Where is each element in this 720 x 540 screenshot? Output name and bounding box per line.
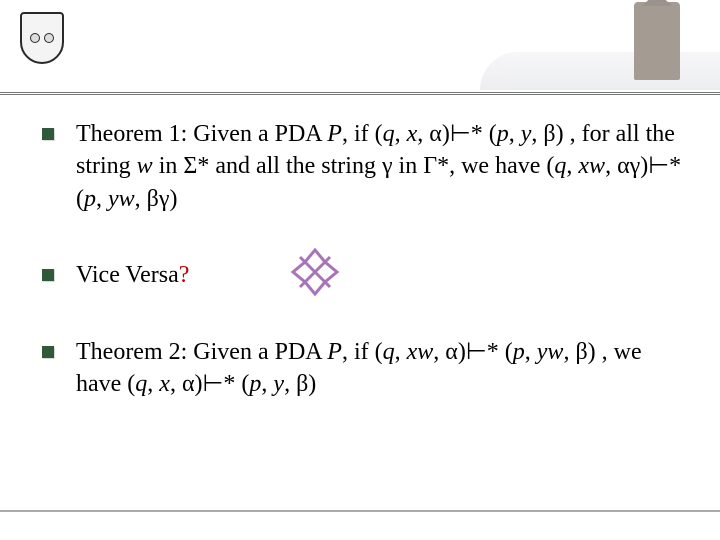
slide-body: Theorem 1: Given a PDA P, if (q, x, α)⊢*… xyxy=(0,118,720,444)
square-bullet-icon xyxy=(42,128,54,140)
footer-rule xyxy=(0,510,720,512)
bullet-theorem1: Theorem 1: Given a PDA P, if (q, x, α)⊢*… xyxy=(42,118,686,215)
slide-header xyxy=(0,0,720,95)
bullet-vice-versa: Vice Versa? xyxy=(42,259,686,291)
square-bullet-icon xyxy=(42,269,54,281)
header-photo xyxy=(480,0,720,90)
bullet-theorem2: Theorem 2: Given a PDA P, if (q, xw, α)⊢… xyxy=(42,336,686,401)
bullet-text: Theorem 1: Given a PDA P, if (q, x, α)⊢*… xyxy=(76,118,686,215)
square-bullet-icon xyxy=(42,346,54,358)
bullet-text: Vice Versa? xyxy=(76,259,189,291)
cross-out-icon xyxy=(290,247,340,297)
header-rule xyxy=(0,92,720,95)
university-crest xyxy=(20,12,68,70)
bullet-text: Theorem 2: Given a PDA P, if (q, xw, α)⊢… xyxy=(76,336,686,401)
